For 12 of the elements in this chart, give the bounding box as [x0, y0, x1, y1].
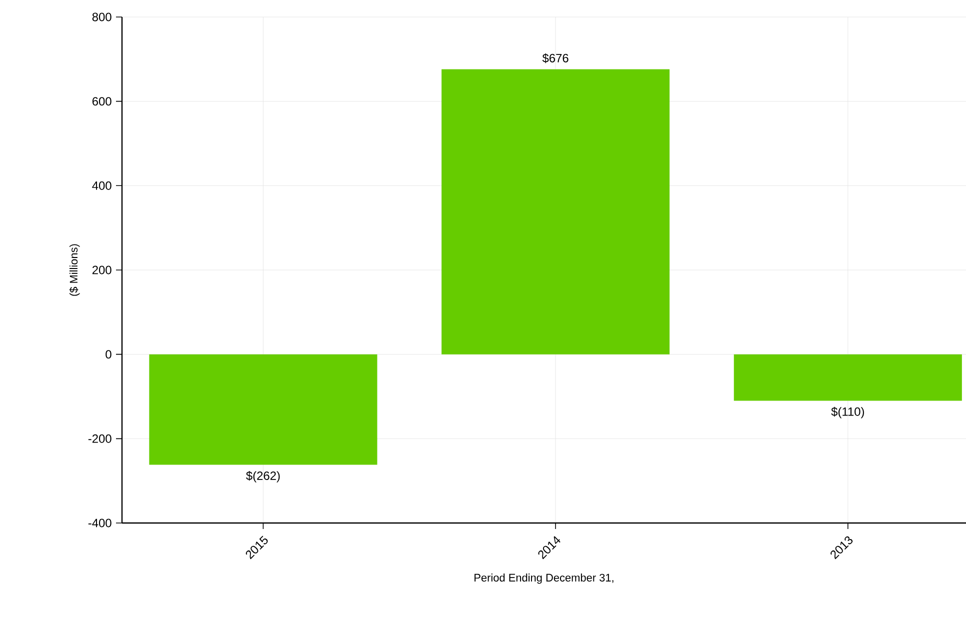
data-label: $676	[542, 53, 568, 64]
y-tick-label: 800	[92, 12, 112, 22]
data-label: $(262)	[246, 471, 280, 482]
y-tick-label: 0	[106, 350, 112, 359]
y-tick-label: 600	[92, 97, 112, 106]
y-axis-title: ($ Millions)	[69, 244, 80, 296]
y-tick-label: 200	[92, 266, 112, 274]
y-tick-label: -200	[88, 434, 112, 443]
y-tick-label: 400	[92, 181, 112, 190]
y-tick-label: -400	[88, 518, 112, 528]
data-label: $(110)	[831, 406, 864, 418]
x-axis-title: Period Ending December 31,	[474, 574, 614, 584]
